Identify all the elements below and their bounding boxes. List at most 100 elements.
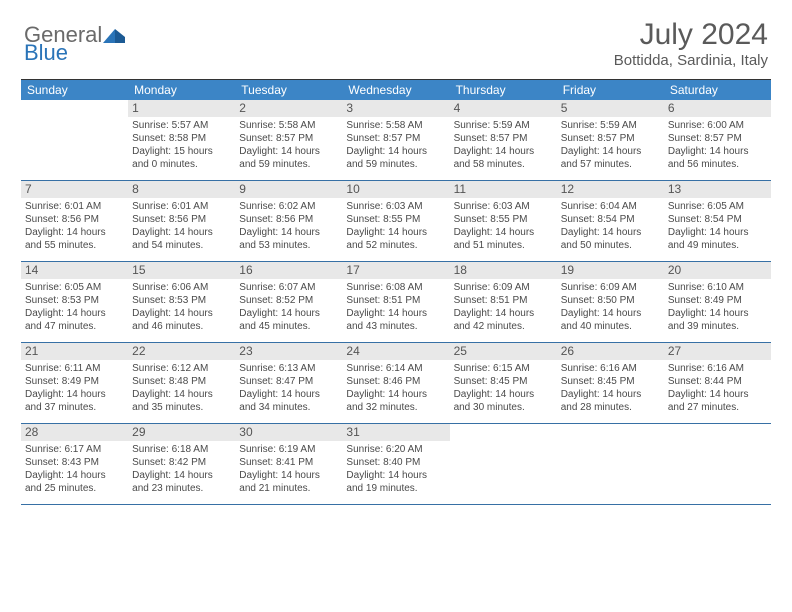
daylight-text: Daylight: 14 hours and 19 minutes.: [346, 470, 445, 496]
day-cell: 16Sunrise: 6:07 AMSunset: 8:52 PMDayligh…: [235, 262, 342, 342]
daylight-text: Daylight: 14 hours and 51 minutes.: [454, 227, 553, 253]
day-number: 9: [235, 181, 342, 198]
dow-friday: Friday: [557, 80, 664, 100]
sunset-text: Sunset: 8:53 PM: [132, 295, 231, 308]
logo: GeneralBlue: [24, 18, 125, 64]
sunset-text: Sunset: 8:47 PM: [239, 376, 338, 389]
day-cell: 6Sunrise: 6:00 AMSunset: 8:57 PMDaylight…: [664, 100, 771, 180]
sunset-text: Sunset: 8:58 PM: [132, 133, 231, 146]
month-title: July 2024: [614, 18, 768, 52]
day-cell: 2Sunrise: 5:58 AMSunset: 8:57 PMDaylight…: [235, 100, 342, 180]
sunset-text: Sunset: 8:56 PM: [239, 214, 338, 227]
day-cell: 4 Sunrise: 5:59 AMSunset: 8:57 PMDaylight…: [450, 100, 557, 180]
sunset-text: Sunset: 8:49 PM: [668, 295, 767, 308]
sunset-text: Sunset: 8:42 PM: [132, 457, 231, 470]
title-block: July 2024 Bottidda, Sardinia, Italy: [614, 18, 768, 69]
sunrise-text: Sunrise: 6:17 AM: [25, 444, 124, 457]
sunset-text: Sunset: 8:40 PM: [346, 457, 445, 470]
sunrise-text: Sunrise: 6:05 AM: [25, 282, 124, 295]
sunrise-text: Sunrise: 5:59 AM: [454, 120, 553, 133]
daylight-text: Daylight: 14 hours and 58 minutes.: [454, 146, 553, 172]
day-number: 15: [128, 262, 235, 279]
day-number: 7: [21, 181, 128, 198]
dow-wednesday: Wednesday: [342, 80, 449, 100]
sunset-text: Sunset: 8:48 PM: [132, 376, 231, 389]
day-cell: 8Sunrise: 6:01 AMSunset: 8:56 PMDaylight…: [128, 181, 235, 261]
logo-word-2: Blue: [24, 42, 125, 64]
dow-monday: Monday: [128, 80, 235, 100]
day-cell: 27Sunrise: 6:16 AMSunset: 8:44 PMDayligh…: [664, 343, 771, 423]
day-number: 18: [450, 262, 557, 279]
day-cell: 23Sunrise: 6:13 AMSunset: 8:47 PMDayligh…: [235, 343, 342, 423]
day-number: 17: [342, 262, 449, 279]
sunrise-text: Sunrise: 6:08 AM: [346, 282, 445, 295]
daylight-text: Daylight: 14 hours and 56 minutes.: [668, 146, 767, 172]
sunrise-text: Sunrise: 6:03 AM: [454, 201, 553, 214]
day-cell: [450, 424, 557, 504]
day-number: 23: [235, 343, 342, 360]
day-cell: 28Sunrise: 6:17 AMSunset: 8:43 PMDayligh…: [21, 424, 128, 504]
sunrise-text: Sunrise: 6:04 AM: [561, 201, 660, 214]
sunset-text: Sunset: 8:44 PM: [668, 376, 767, 389]
daylight-text: Daylight: 14 hours and 32 minutes.: [346, 389, 445, 415]
daylight-text: Daylight: 14 hours and 47 minutes.: [25, 308, 124, 334]
sunset-text: Sunset: 8:49 PM: [25, 376, 124, 389]
sunset-text: Sunset: 8:43 PM: [25, 457, 124, 470]
sunset-text: Sunset: 8:51 PM: [454, 295, 553, 308]
day-cell: 21Sunrise: 6:11 AMSunset: 8:49 PMDayligh…: [21, 343, 128, 423]
sunset-text: Sunset: 8:57 PM: [668, 133, 767, 146]
day-number: 20: [664, 262, 771, 279]
daylight-text: Daylight: 14 hours and 52 minutes.: [346, 227, 445, 253]
week-row: 1Sunrise: 5:57 AMSunset: 8:58 PMDaylight…: [21, 100, 771, 181]
sunrise-text: Sunrise: 6:16 AM: [561, 363, 660, 376]
daylight-text: Daylight: 14 hours and 25 minutes.: [25, 470, 124, 496]
day-cell: 17Sunrise: 6:08 AMSunset: 8:51 PMDayligh…: [342, 262, 449, 342]
day-cell: [557, 424, 664, 504]
daylight-text: Daylight: 14 hours and 50 minutes.: [561, 227, 660, 253]
daylight-text: Daylight: 14 hours and 43 minutes.: [346, 308, 445, 334]
day-number: 31: [342, 424, 449, 441]
sunset-text: Sunset: 8:53 PM: [25, 295, 124, 308]
sunset-text: Sunset: 8:56 PM: [132, 214, 231, 227]
dow-sunday: Sunday: [21, 80, 128, 100]
sunset-text: Sunset: 8:57 PM: [561, 133, 660, 146]
day-number: 26: [557, 343, 664, 360]
dow-saturday: Saturday: [664, 80, 771, 100]
sunrise-text: Sunrise: 6:15 AM: [454, 363, 553, 376]
sunset-text: Sunset: 8:45 PM: [561, 376, 660, 389]
sunrise-text: Sunrise: 6:03 AM: [346, 201, 445, 214]
sunrise-text: Sunrise: 6:11 AM: [25, 363, 124, 376]
day-cell: 14Sunrise: 6:05 AMSunset: 8:53 PMDayligh…: [21, 262, 128, 342]
day-number: 5: [557, 100, 664, 117]
sunset-text: Sunset: 8:54 PM: [561, 214, 660, 227]
week-row: 21Sunrise: 6:11 AMSunset: 8:49 PMDayligh…: [21, 343, 771, 424]
day-number: 29: [128, 424, 235, 441]
day-cell: 7Sunrise: 6:01 AMSunset: 8:56 PMDaylight…: [21, 181, 128, 261]
sunrise-text: Sunrise: 5:58 AM: [346, 120, 445, 133]
daylight-text: Daylight: 14 hours and 57 minutes.: [561, 146, 660, 172]
day-number: 25: [450, 343, 557, 360]
day-cell: 19Sunrise: 6:09 AMSunset: 8:50 PMDayligh…: [557, 262, 664, 342]
day-cell: 22Sunrise: 6:12 AMSunset: 8:48 PMDayligh…: [128, 343, 235, 423]
daylight-text: Daylight: 14 hours and 49 minutes.: [668, 227, 767, 253]
sunrise-text: Sunrise: 6:14 AM: [346, 363, 445, 376]
day-cell: 1Sunrise: 5:57 AMSunset: 8:58 PMDaylight…: [128, 100, 235, 180]
day-number: 4: [450, 100, 557, 117]
daylight-text: Daylight: 14 hours and 46 minutes.: [132, 308, 231, 334]
day-number: 24: [342, 343, 449, 360]
day-cell: 26Sunrise: 6:16 AMSunset: 8:45 PMDayligh…: [557, 343, 664, 423]
day-cell: 20Sunrise: 6:10 AMSunset: 8:49 PMDayligh…: [664, 262, 771, 342]
logo-triangle-icon: [103, 27, 125, 43]
day-cell: 29Sunrise: 6:18 AMSunset: 8:42 PMDayligh…: [128, 424, 235, 504]
sunrise-text: Sunrise: 6:10 AM: [668, 282, 767, 295]
sunrise-text: Sunrise: 6:09 AM: [561, 282, 660, 295]
sunset-text: Sunset: 8:57 PM: [239, 133, 338, 146]
day-cell: [21, 100, 128, 180]
sunset-text: Sunset: 8:50 PM: [561, 295, 660, 308]
day-cell: 15Sunrise: 6:06 AMSunset: 8:53 PMDayligh…: [128, 262, 235, 342]
sunset-text: Sunset: 8:57 PM: [454, 133, 553, 146]
day-number: 22: [128, 343, 235, 360]
sunset-text: Sunset: 8:55 PM: [346, 214, 445, 227]
dow-tuesday: Tuesday: [235, 80, 342, 100]
day-number: 13: [664, 181, 771, 198]
